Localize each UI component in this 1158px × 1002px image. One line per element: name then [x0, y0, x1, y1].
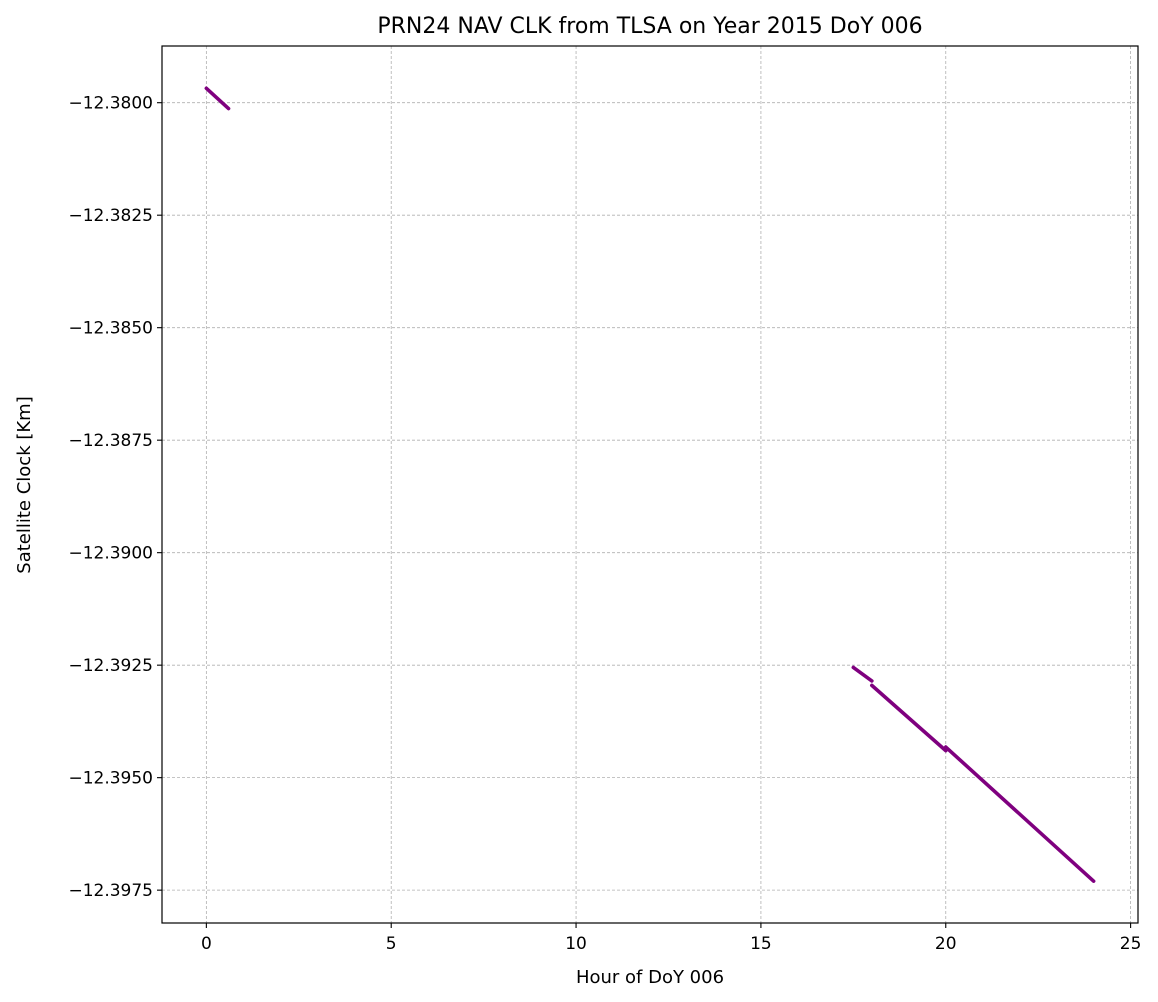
plot-frame: [161, 45, 1139, 924]
x-tick-label: 0: [201, 934, 212, 954]
y-tick-label: −12.3950: [68, 769, 153, 789]
y-tick-label: −12.3825: [68, 206, 153, 226]
y-axis: −12.3800 −12.3825 −12.3850 −12.3875 −12.3900…: [68, 94, 162, 901]
series-line-segment: [943, 745, 1096, 883]
x-axis: 0 5 10 15 20 25: [201, 923, 1141, 954]
x-tick-label: 20: [935, 934, 957, 954]
series-group: [204, 86, 1096, 883]
x-axis-label: Hour of DoY 006: [576, 967, 724, 988]
y-axis-label: Satellite Clock [Km]: [14, 396, 35, 573]
y-tick-label: −12.3800: [68, 94, 153, 114]
chart-title: PRN24 NAV CLK from TLSA on Year 2015 DoY…: [377, 14, 922, 39]
x-tick-label: 10: [565, 934, 587, 954]
y-tick-label: −12.3875: [68, 431, 153, 451]
y-tick-label: −12.3900: [68, 544, 153, 564]
y-tick-label: −12.3975: [68, 881, 153, 901]
y-tick-label: −12.3850: [68, 319, 153, 339]
series-line-segment: [851, 665, 874, 683]
x-tick-label: 5: [386, 934, 397, 954]
series-line-segment: [204, 86, 231, 111]
grid: [162, 46, 1138, 923]
x-tick-label: 25: [1120, 934, 1142, 954]
y-tick-label: −12.3925: [68, 656, 153, 676]
series-line-segment: [870, 683, 948, 753]
x-tick-label: 15: [750, 934, 772, 954]
